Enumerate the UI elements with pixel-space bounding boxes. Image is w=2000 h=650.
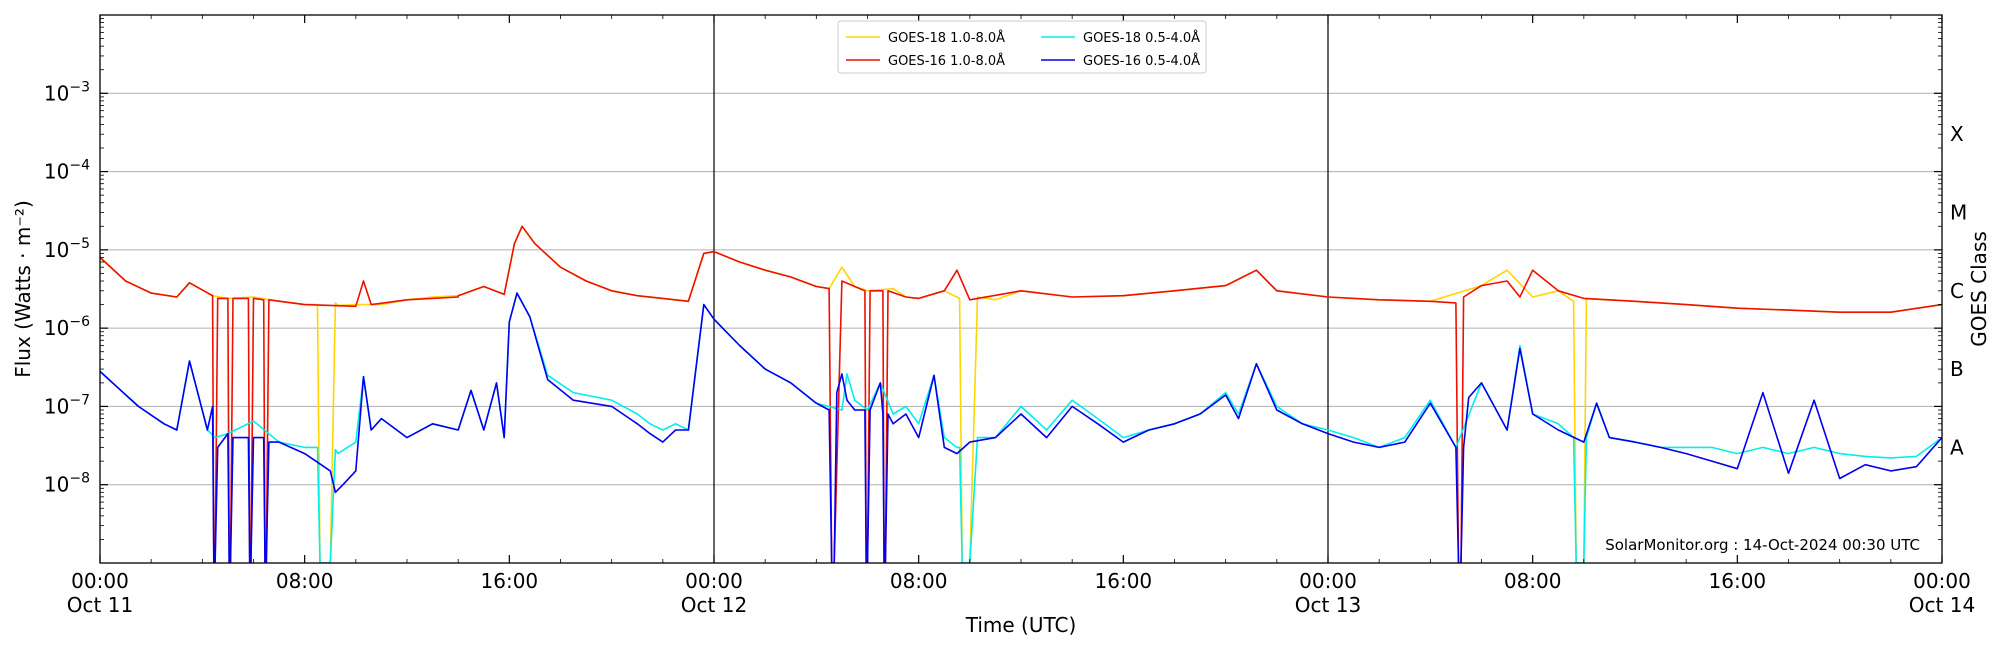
goes-class-label: A [1950,435,1964,459]
x-tick-time-label: 16:00 [481,569,539,593]
flux-series [100,225,1942,563]
legend-box [837,20,1207,74]
goes-class-label: B [1950,357,1964,381]
y-axis-title: Flux (Watts · m⁻²) [11,200,35,378]
x-tick-time-label: 16:00 [1709,569,1767,593]
x-tick-date-label: Oct 13 [1295,593,1361,617]
x-tick-time-label: 00:00 [685,569,743,593]
day-boundary-lines [713,15,1329,563]
x-tick-time-label: 16:00 [1095,569,1153,593]
series-line [100,292,1942,563]
goes-class-label: C [1950,279,1964,303]
x-axis-title: Time (UTC) [965,613,1077,637]
legend: GOES-18 1.0-8.0Å GOES-16 1.0-8.0Å GOES-18 … [837,20,1207,74]
x-tick-time-label: 08:00 [1504,569,1562,593]
x-tick-date-label: Oct 12 [681,593,747,617]
legend-label: GOES-16 1.0-8.0Å [888,53,1005,69]
x-tick-date-label: Oct 11 [67,593,133,617]
y-tick-label: 10−3 [44,79,90,105]
y-tick-label: 10−4 [44,158,90,184]
x-tick-time-label: 08:00 [890,569,948,593]
x-tick-date-label: Oct 14 [1909,593,1975,617]
x-tick-time-label: 00:00 [1913,569,1971,593]
x-tick-time-label: 08:00 [276,569,334,593]
y-tick-label: 10−8 [44,471,90,497]
legend-label: GOES-16 0.5-4.0Å [1083,53,1200,69]
goes-class-labels: A B C M X [1950,122,1967,459]
y-tick-label: 10−7 [44,392,90,418]
goes-class-label: M [1950,201,1967,225]
series-line [100,225,1942,563]
legend-label: GOES-18 1.0-8.0Å [888,30,1005,46]
goes-class-axis-title: GOES Class [1967,231,1991,347]
y-axis-ticks: 10−8 10−7 10−6 10−5 10−4 10−3 [44,18,1942,540]
y-tick-label: 10−5 [44,236,90,262]
legend-label: GOES-18 0.5-4.0Å [1083,30,1200,46]
x-tick-time-label: 00:00 [71,569,129,593]
credit-text: SolarMonitor.org : 14-Oct-2024 00:30 UTC [1605,536,1920,554]
y-tick-label: 10−6 [44,314,90,340]
goes-class-label: X [1950,122,1964,146]
x-tick-time-label: 00:00 [1299,569,1357,593]
